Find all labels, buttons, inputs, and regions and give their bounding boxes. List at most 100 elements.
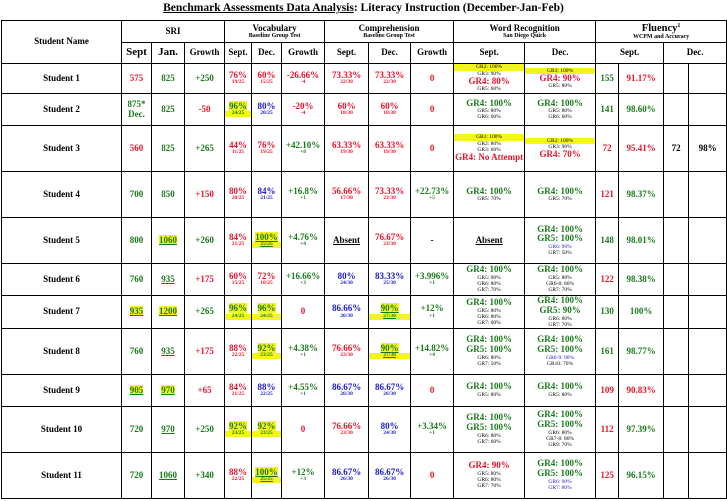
comp-sept: 56.66% 17/30 bbox=[324, 171, 370, 218]
student-name: Student 10 bbox=[1, 405, 122, 453]
fluency-accuracy: 98.77% bbox=[618, 327, 665, 375]
fluency-dec-wcpm bbox=[663, 373, 690, 407]
sri-sept-value: 905 bbox=[129, 384, 144, 395]
fluency-accuracy-value: 98.38% bbox=[626, 273, 656, 284]
sri-sept-value: 720 bbox=[129, 423, 144, 434]
header-sri-growth: Growth bbox=[183, 42, 226, 64]
word-rec-line: GR4: 100% bbox=[466, 381, 512, 392]
word-rec-line: GR5: 80% bbox=[548, 392, 572, 399]
fluency-accuracy-value: 98.37% bbox=[626, 188, 656, 199]
sri-sept-value: 720 bbox=[129, 469, 144, 480]
comp-dec-score: 24/30 bbox=[383, 430, 396, 437]
comp-dec: 90% 27/30 bbox=[368, 327, 412, 375]
sri-sept: 760 bbox=[121, 327, 152, 375]
fluency-accuracy: 100% bbox=[618, 295, 665, 329]
word-rec-dec: GR4: 100% GR5: 90% GR6: 80% GR7: 70% bbox=[524, 295, 597, 329]
sri-growth: +250 bbox=[183, 63, 226, 94]
word-rec-line: GR4: 70% bbox=[539, 148, 581, 159]
vocab-sept: 88% 22/25 bbox=[224, 327, 253, 375]
comp-growth-value: 0 bbox=[429, 103, 435, 114]
sri-growth-value: +175 bbox=[195, 345, 214, 356]
word-rec-line: GR6: 80% bbox=[548, 315, 572, 322]
sri-jan: 825 bbox=[151, 63, 185, 94]
comp-dec-score: 27/30 bbox=[369, 313, 410, 320]
fluency-accuracy-value: 98.01% bbox=[626, 234, 656, 245]
fluency-dec-wcpm bbox=[663, 217, 690, 264]
fluency-accuracy-value: 96.15% bbox=[626, 469, 656, 480]
comp-growth-score: +4 bbox=[429, 352, 436, 359]
vocab-growth: +12% +3 bbox=[281, 451, 326, 499]
comp-growth-score: +1 bbox=[429, 280, 436, 287]
vocab-growth-value: +4.38% bbox=[288, 342, 318, 353]
comp-dec-score: 26/30 bbox=[383, 476, 396, 483]
fluency-accuracy: 90.83% bbox=[618, 373, 665, 407]
comp-dec: 60% 18/30 bbox=[368, 93, 412, 126]
fluency-dec-accuracy: 98% bbox=[688, 125, 727, 172]
word-rec-line: GR3: 90% bbox=[548, 143, 572, 150]
fluency-accuracy-value: 91.17% bbox=[626, 72, 656, 83]
header-sri-sept: Sept bbox=[121, 42, 152, 64]
fluency-wcpm-value: 122 bbox=[600, 273, 614, 284]
sri-sept-value: 575 bbox=[129, 72, 144, 83]
sri-jan-value: 1060 bbox=[159, 234, 177, 245]
comp-dec-value: 76.67% bbox=[374, 231, 405, 242]
sri-jan: 935 bbox=[151, 327, 185, 375]
sri-sept-value: 935 bbox=[129, 306, 144, 317]
comp-sept-value: 76.66% bbox=[331, 420, 362, 431]
word-rec-line: Absent bbox=[475, 234, 503, 245]
word-rec-line: GR4: 100% bbox=[537, 97, 583, 108]
word-rec-line: GR5: 70% bbox=[477, 196, 501, 203]
word-rec-line: GR5: 100% bbox=[537, 419, 583, 430]
comp-growth-value: +12% bbox=[420, 303, 444, 314]
vocab-sept-value: 96% bbox=[229, 303, 248, 314]
word-rec-line: GR6: 80% bbox=[548, 430, 572, 437]
vocab-growth: -26.66% -4 bbox=[281, 63, 326, 94]
vocab-dec-value: 80% bbox=[257, 100, 276, 111]
vocab-sept-score: 20/25 bbox=[231, 195, 245, 202]
sri-jan: 1200 bbox=[151, 295, 185, 329]
fluency-accuracy-value: 90.83% bbox=[626, 384, 656, 395]
comp-dec: 90% 27/30 bbox=[368, 295, 412, 329]
word-rec-line: GR4: 100% bbox=[537, 334, 583, 345]
vocab-sept-score: 24/25 bbox=[225, 111, 251, 118]
vocab-sept-score: 15/25 bbox=[231, 280, 245, 287]
sri-jan-value: 1060 bbox=[159, 469, 177, 480]
vocab-growth-score: -4 bbox=[300, 110, 306, 117]
sri-sept: 905 bbox=[121, 373, 152, 407]
comp-growth-score: +1 bbox=[429, 312, 436, 319]
vocab-sept-score: 22/25 bbox=[231, 476, 245, 483]
sri-growth: +265 bbox=[183, 125, 226, 172]
student-name-value: Student 6 bbox=[43, 273, 80, 284]
word-rec-line: GR5: 80% bbox=[548, 108, 572, 115]
comp-sept-score: 26/30 bbox=[340, 476, 353, 483]
sri-jan-value: 970 bbox=[161, 384, 175, 395]
fluency-dec-accuracy bbox=[688, 405, 727, 453]
comp-growth: 0 bbox=[410, 93, 455, 126]
fluency-wcpm-value: 155 bbox=[600, 72, 614, 83]
comp-growth-score: +1 bbox=[429, 430, 436, 437]
word-rec-line: GR5: 80% bbox=[477, 471, 501, 478]
header-word-dec: Dec. bbox=[524, 42, 597, 64]
table-row: Student 3 560 825 +265 44% 11/25 76% 19/25 +42.1… bbox=[1, 125, 727, 172]
table-body: Student 1 575 825 +250 76% 19/25 60% 15/25 -26.6… bbox=[1, 63, 727, 499]
sri-growth-value: +265 bbox=[195, 142, 214, 153]
vocab-dec-value: 88% bbox=[257, 381, 276, 392]
vocab-dec-score: 23/25 bbox=[252, 430, 281, 437]
header-fluency-sept: Sept. bbox=[595, 42, 665, 64]
fluency-wcpm-value: 161 bbox=[600, 345, 614, 356]
vocab-sept: 76% 19/25 bbox=[224, 63, 253, 94]
fluency-wcpm: 130 bbox=[595, 295, 620, 329]
vocab-growth-score: +1 bbox=[300, 352, 306, 359]
comp-dec-value: 90% bbox=[380, 303, 399, 314]
comp-growth-value: +14.82% bbox=[414, 342, 450, 353]
word-rec-line: GR6: 60% bbox=[548, 114, 572, 121]
comp-sept-value: 56.66% bbox=[331, 185, 362, 196]
word-rec-dec: GR4: 100% GR5: 100% GR6: 80% GR7-8: 80% GR9:… bbox=[524, 405, 597, 453]
word-rec-line: GR5: 80% bbox=[548, 83, 572, 90]
word-rec-dec: GR4: 100% GR5: 70% bbox=[524, 171, 597, 218]
sri-growth-value: +150 bbox=[195, 188, 214, 199]
student-name-value: Student 9 bbox=[43, 384, 80, 395]
header-vocab-growth: Growth bbox=[281, 42, 326, 64]
word-rec-line: GR5: 100% bbox=[537, 233, 583, 244]
comp-sept-score: 26/30 bbox=[340, 312, 353, 319]
